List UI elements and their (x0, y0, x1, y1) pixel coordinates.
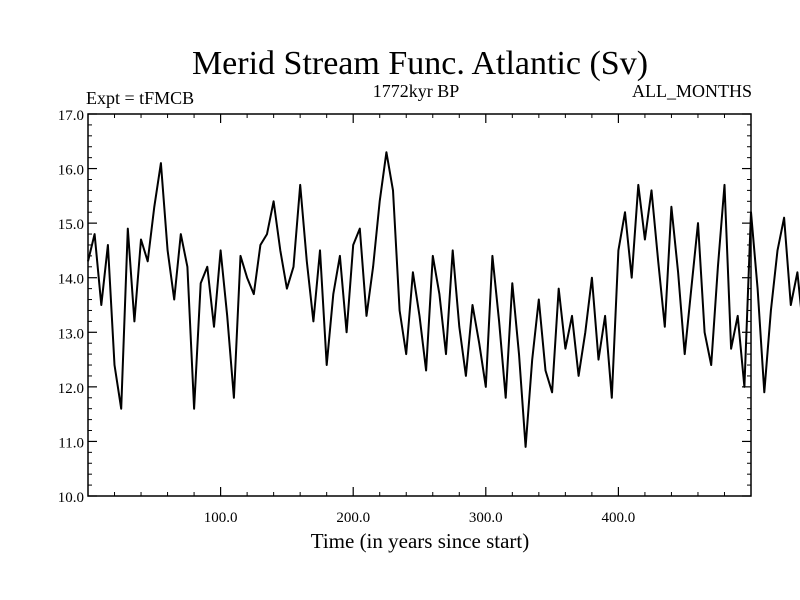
x-tick-label: 300.0 (469, 510, 503, 526)
plot-frame (87, 113, 752, 497)
y-tick-label: 16.0 (58, 163, 84, 179)
chart-title: Merid Stream Func. Atlantic (Sv) (192, 45, 648, 82)
y-tick-label: 15.0 (58, 217, 84, 233)
y-tick-label: 12.0 (58, 381, 84, 397)
y-tick-label: 17.0 (58, 108, 84, 124)
x-tick-label: 400.0 (602, 510, 636, 526)
months-label: ALL_MONTHS (632, 81, 752, 101)
x-axis: 100.0 200.0 300.0 400.0 (114, 114, 725, 526)
period-label: 1772kyr BP (373, 81, 460, 101)
x-axis-label: Time (in years since start) (311, 529, 530, 553)
experiment-label: Expt = tFMCB (86, 88, 194, 108)
y-tick-label: 14.0 (58, 272, 84, 288)
y-tick-label: 13.0 (58, 326, 84, 342)
data-series-line (87, 151, 800, 448)
x-tick-label: 200.0 (336, 510, 370, 526)
x-tick-label: 100.0 (204, 510, 238, 526)
y-axis: 10.0 11.0 12.0 13.0 14.0 15.0 16.0 17.0 (58, 108, 751, 506)
y-tick-label: 10.0 (58, 490, 84, 506)
y-tick-label: 11.0 (58, 435, 84, 451)
